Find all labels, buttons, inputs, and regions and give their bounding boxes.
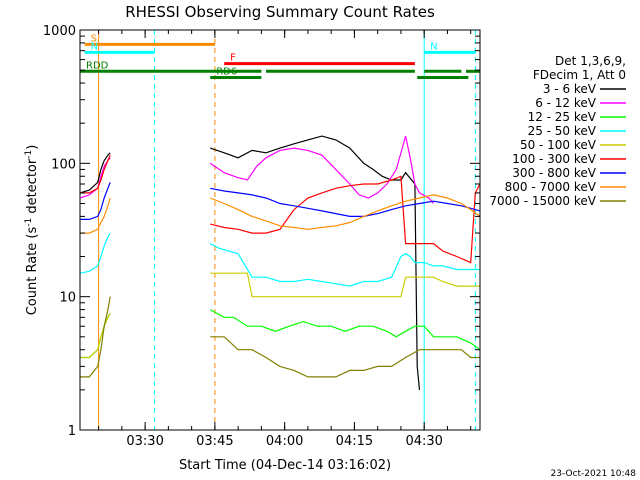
y-tick-label: 100 (51, 157, 76, 172)
footer-date: 23-Oct-2021 10:48 (551, 469, 637, 479)
chart-title: RHESSI Observing Summary Count Rates (125, 3, 435, 21)
state-bar-label: S (91, 33, 97, 44)
series-line (79, 232, 480, 287)
x-tick-label: 04:30 (405, 434, 442, 449)
y-axis-label-mid: detector (25, 158, 40, 218)
state-bar-label: RD6 (216, 67, 237, 78)
legend-label: 50 - 100 keV (520, 138, 597, 152)
state-bar-label: N (91, 41, 98, 52)
y-axis-label-exp1: -1 (24, 218, 34, 227)
series-line (80, 154, 481, 264)
legend-label: 300 - 800 keV (512, 166, 596, 180)
x-tick-label: 03:45 (196, 434, 233, 449)
legend-label: 3 - 6 keV (543, 82, 597, 96)
series-lines (79, 135, 481, 390)
y-axis-label-main: Count Rate (s (25, 227, 40, 316)
event-markers (98, 30, 476, 430)
state-bar-label: N (430, 41, 437, 52)
y-axis-label: Count Rate (s-1 detector-1) (24, 145, 40, 316)
state-bar-label: RDD (86, 60, 109, 71)
series-line (80, 309, 481, 359)
y-tick-label: 1 (68, 424, 76, 439)
series-line (80, 182, 481, 220)
y-axis-label-close: ) (25, 145, 40, 150)
legend-label: 6 - 12 keV (535, 96, 597, 110)
series-line (80, 296, 480, 378)
state-bar-label: F (230, 53, 236, 64)
series-line (80, 194, 481, 234)
legend-label: 12 - 25 keV (528, 110, 597, 124)
x-tick-label: 04:15 (336, 434, 373, 449)
legend-header-line1: Det 1,3,6,9, (555, 54, 626, 68)
legend-label: 7000 - 15000 keV (489, 194, 596, 208)
series-line (79, 135, 421, 390)
x-tick-label: 03:30 (126, 434, 163, 449)
legend-header-line2: FDecim 1, Att 0 (533, 68, 626, 82)
legend-label: 100 - 300 keV (512, 152, 596, 166)
series-line (80, 272, 480, 359)
y-tick-label: 10 (59, 291, 76, 306)
series-line (79, 135, 434, 204)
legend: Det 1,3,6,9, FDecim 1, Att 0 3 - 6 keV6 … (489, 54, 626, 208)
plot-frame (79, 29, 481, 431)
axes: 03:30 03:45 04:00 04:15 04:30 1 10 100 1000 (43, 24, 480, 449)
y-axis-label-exp2: -1 (24, 150, 34, 159)
x-axis-label: Start Time (04-Dec-14 03:16:02) (179, 458, 391, 473)
x-tick-label: 04:00 (266, 434, 303, 449)
y-tick-label: 1000 (43, 24, 76, 39)
legend-label: 800 - 7000 keV (505, 180, 597, 194)
legend-label: 25 - 50 keV (528, 124, 597, 138)
